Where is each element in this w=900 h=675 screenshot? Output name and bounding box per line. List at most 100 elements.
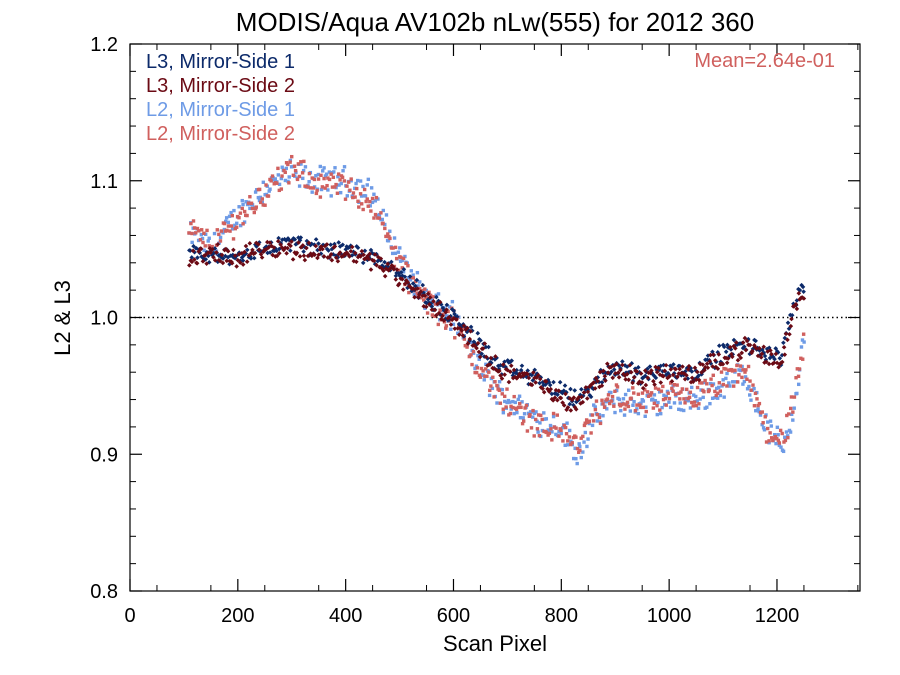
data-point: [495, 383, 499, 388]
data-point: [225, 248, 231, 254]
data-point: [440, 313, 445, 319]
data-point: [241, 202, 245, 207]
data-point: [791, 410, 795, 414]
data-point: [318, 195, 323, 199]
data-point: [608, 401, 612, 406]
data-point: [756, 403, 760, 408]
data-point: [620, 362, 625, 368]
data-point: [620, 359, 625, 364]
data-point: [446, 314, 452, 320]
data-point: [465, 341, 471, 346]
data-point: [203, 232, 208, 237]
data-point: [279, 245, 285, 250]
data-point: [446, 317, 452, 322]
data-point: [452, 326, 458, 331]
data-point: [279, 176, 284, 181]
data-point: [622, 402, 626, 406]
data-point: [569, 442, 573, 447]
data-point: [248, 256, 254, 261]
data-point: [430, 313, 435, 317]
data-point: [719, 370, 724, 374]
data-point: [643, 388, 647, 392]
data-point: [772, 432, 777, 437]
data-point: [613, 389, 617, 394]
data-point: [348, 188, 352, 192]
data-point: [636, 411, 641, 416]
data-point: [197, 250, 203, 256]
data-point: [263, 247, 269, 252]
data-point: [609, 369, 614, 375]
data-point: [189, 255, 195, 260]
data-point: [795, 367, 800, 371]
data-point: [488, 355, 494, 361]
data-point: [269, 243, 274, 249]
data-point: [750, 348, 755, 354]
data-point: [658, 408, 662, 412]
data-point: [495, 401, 499, 405]
data-point: [635, 365, 641, 370]
data-point: [248, 254, 253, 259]
data-point: [485, 374, 489, 378]
data-point: [431, 295, 435, 299]
data-point: [546, 433, 550, 437]
data-point: [351, 249, 356, 255]
data-point: [659, 389, 664, 393]
data-point: [241, 222, 245, 226]
data-point: [404, 261, 408, 266]
data-point: [673, 392, 678, 397]
data-point: [300, 171, 305, 175]
data-point: [761, 421, 765, 425]
data-point: [680, 387, 685, 391]
data-point: [220, 260, 226, 266]
data-point: [526, 375, 532, 381]
data-point: [679, 390, 683, 394]
data-point: [411, 276, 416, 280]
data-point: [679, 370, 684, 376]
data-point: [492, 357, 498, 362]
data-point: [412, 292, 416, 297]
data-point: [217, 258, 223, 264]
data-point: [487, 362, 493, 367]
data-point: [205, 228, 209, 233]
data-point: [611, 367, 617, 372]
data-point: [752, 386, 756, 391]
data-point: [361, 184, 365, 189]
data-point: [301, 253, 307, 259]
data-point: [460, 333, 466, 338]
data-point: [740, 340, 746, 345]
data-point: [415, 270, 420, 275]
data-point: [626, 377, 631, 383]
data-point: [297, 254, 303, 259]
data-point: [337, 244, 343, 249]
data-point: [508, 411, 513, 416]
data-point: [653, 386, 658, 390]
data-point: [740, 375, 744, 380]
data-point: [769, 351, 774, 357]
data-point: [656, 387, 661, 391]
data-point: [366, 256, 372, 262]
data-point: [333, 255, 339, 260]
data-point: [229, 260, 235, 266]
data-point: [761, 426, 766, 430]
data-point: [349, 244, 355, 250]
data-point: [424, 300, 430, 306]
data-point: [335, 258, 341, 264]
data-point: [302, 257, 308, 263]
data-point: [453, 336, 457, 340]
data-point: [647, 364, 653, 369]
data-point: [755, 397, 759, 401]
data-point: [561, 425, 565, 430]
data-point: [368, 267, 374, 272]
data-point: [284, 161, 289, 165]
data-point: [690, 379, 696, 385]
data-point: [617, 397, 622, 402]
data-point: [766, 361, 772, 367]
data-point: [489, 384, 493, 388]
data-point: [597, 415, 602, 420]
data-point: [456, 331, 460, 335]
data-point: [632, 391, 636, 395]
data-point: [628, 369, 634, 375]
data-point: [545, 386, 550, 392]
data-point: [393, 245, 398, 250]
data-point: [497, 380, 502, 384]
